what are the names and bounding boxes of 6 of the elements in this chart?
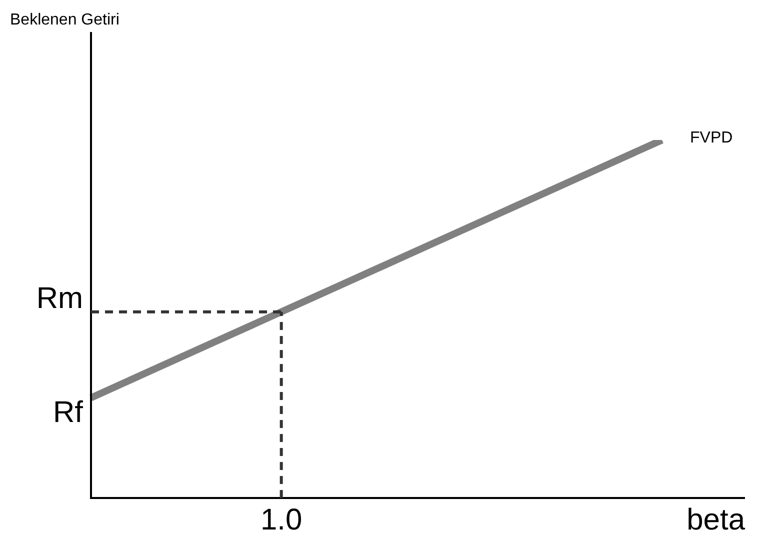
x-axis-title: beta <box>686 503 746 536</box>
ref-line-label: Rm <box>36 282 83 316</box>
series-label: FVPD <box>690 129 733 146</box>
text: Beklenen Getiri <box>10 11 120 28</box>
text: 1.0 <box>260 503 302 536</box>
text: Rf <box>53 396 84 430</box>
